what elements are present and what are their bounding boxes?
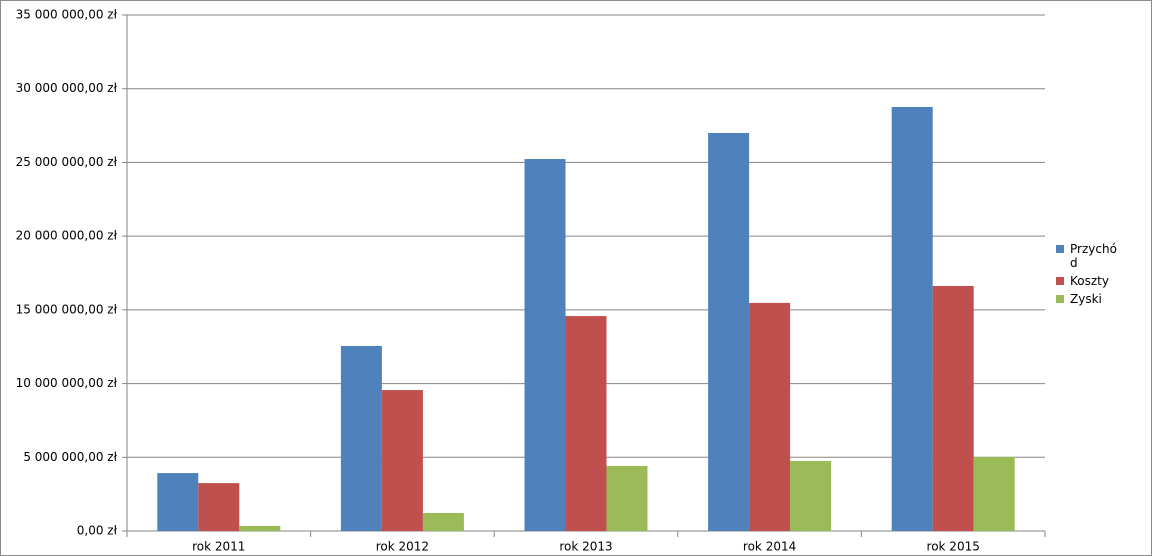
- legend-item: Przychód: [1056, 242, 1122, 270]
- x-tick-label: rok 2011: [192, 540, 245, 554]
- bar: [381, 390, 423, 531]
- bar: [790, 460, 832, 531]
- bar: [524, 159, 566, 531]
- x-tick-label: rok 2013: [559, 540, 612, 554]
- bar: [973, 456, 1015, 531]
- bar: [749, 302, 791, 531]
- y-tick-label: 20 000 000,00 zł: [16, 229, 118, 243]
- bar: [340, 345, 382, 531]
- x-tick-label: rok 2012: [376, 540, 429, 554]
- legend-item: Koszty: [1056, 274, 1122, 288]
- x-tick-label: rok 2014: [743, 540, 796, 554]
- legend-swatch: [1056, 295, 1064, 303]
- bar: [239, 525, 281, 531]
- y-tick-label: 30 000 000,00 zł: [16, 81, 118, 95]
- bar: [422, 513, 464, 531]
- legend-swatch: [1056, 245, 1064, 253]
- y-tick-label: 5 000 000,00 zł: [23, 450, 117, 464]
- bar: [708, 132, 750, 531]
- bar: [198, 483, 240, 531]
- legend-label: Koszty: [1070, 274, 1109, 288]
- x-tick-label: rok 2015: [927, 540, 980, 554]
- y-tick-label: 0,00 zł: [77, 524, 118, 538]
- y-tick-label: 10 000 000,00 zł: [16, 376, 118, 390]
- legend-label: Przychód: [1070, 242, 1117, 270]
- legend: Przychód Koszty Zyski: [1056, 242, 1122, 310]
- bar: [932, 285, 974, 531]
- bar: [157, 473, 199, 531]
- legend-label: Zyski: [1070, 292, 1102, 306]
- y-tick-label: 25 000 000,00 zł: [16, 155, 118, 169]
- y-tick-label: 35 000 000,00 zł: [16, 8, 118, 22]
- bar: [891, 106, 933, 532]
- y-tick-label: 15 000 000,00 zł: [16, 302, 118, 316]
- bar: [606, 465, 648, 531]
- legend-item: Zyski: [1056, 292, 1122, 306]
- bar: [565, 316, 607, 531]
- legend-swatch: [1056, 277, 1064, 285]
